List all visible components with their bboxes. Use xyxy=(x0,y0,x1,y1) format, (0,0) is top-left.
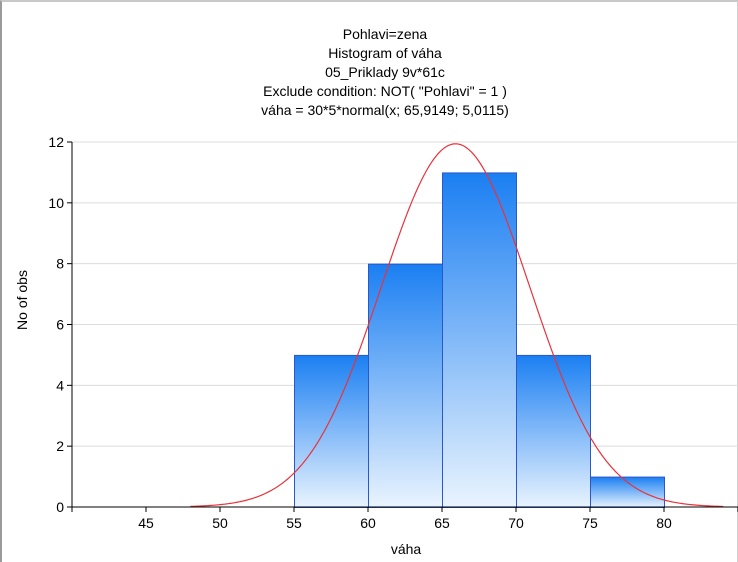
x-tick-label: 45 xyxy=(138,515,154,531)
axes: 0 2 4 6 8 10 12 45 50 55 60 65 70 75 80 xyxy=(48,134,738,531)
histogram-bar xyxy=(516,354,591,508)
x-tick-label: 80 xyxy=(656,515,672,531)
x-tick-label: 65 xyxy=(434,515,450,531)
normal-fit-curve xyxy=(190,143,724,508)
dataset-title: 05_Priklady 9v*61c xyxy=(325,64,445,80)
histogram-bar xyxy=(442,172,517,509)
fit-equation: váha = 30*5*normal(x; 65,9149; 5,0115) xyxy=(261,102,509,118)
y-tick-label: 10 xyxy=(48,195,64,211)
normal-curve-line xyxy=(190,143,724,508)
chart-title-block: Pohlavi=zena Histogram of váha 05_Prikla… xyxy=(0,25,738,120)
y-tick-label: 2 xyxy=(56,438,64,454)
histogram-bars xyxy=(294,172,665,509)
chart-title: Histogram of váha xyxy=(328,45,442,61)
x-tick-label: 55 xyxy=(286,515,302,531)
y-tick-label: 4 xyxy=(56,377,64,393)
x-tick-label: 60 xyxy=(360,515,376,531)
x-tick-label: 75 xyxy=(582,515,598,531)
x-tick-label: 50 xyxy=(212,515,228,531)
y-tick-label: 6 xyxy=(56,317,64,333)
x-tick-label: 70 xyxy=(508,515,524,531)
histogram-bar xyxy=(294,354,369,508)
x-axis-label: váha xyxy=(390,541,422,557)
y-axis-label: No of obs xyxy=(14,270,30,330)
y-tick-label: 12 xyxy=(48,134,64,150)
y-tick-label: 0 xyxy=(56,499,64,515)
subset-title: Pohlavi=zena xyxy=(342,26,428,42)
histogram-bar xyxy=(368,263,443,508)
y-tick-label: 8 xyxy=(56,256,64,272)
exclude-condition: Exclude condition: NOT( "Pohlavi" = 1 ) xyxy=(263,83,507,99)
